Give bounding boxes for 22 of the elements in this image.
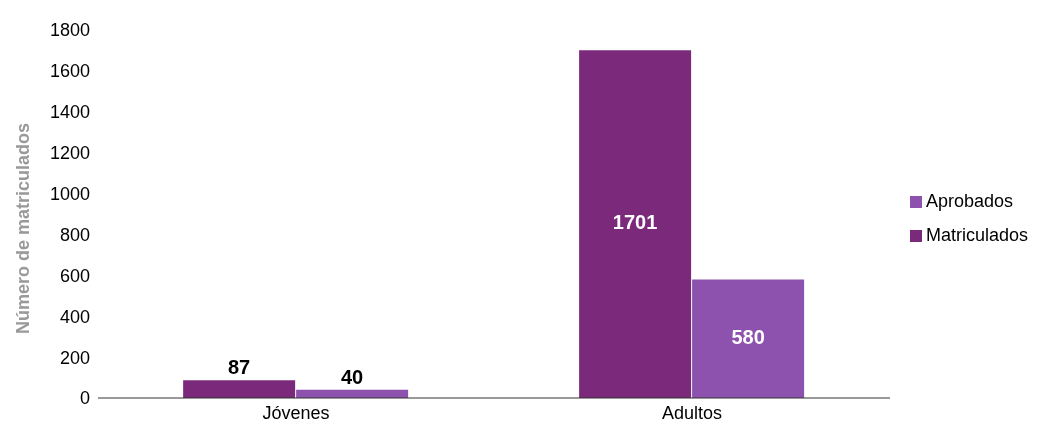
data-label: 580 [731, 325, 765, 348]
legend-label: Matriculados [925, 225, 1028, 245]
data-label: 1701 [612, 211, 658, 234]
y-tick-label: 800 [59, 224, 90, 245]
y-tick-label: 1000 [49, 183, 90, 204]
bar [692, 279, 805, 398]
y-tick-label: 1600 [49, 61, 90, 82]
bar [579, 50, 692, 398]
data-label: 87 [228, 356, 251, 379]
y-tick-label: 1400 [49, 102, 90, 123]
bar [183, 380, 296, 398]
y-axis-title: Número de matriculados [13, 122, 34, 334]
y-tick-label: 0 [79, 388, 90, 409]
data-label: 40 [341, 365, 364, 388]
y-tick-label: 200 [59, 347, 90, 368]
y-tick-label: 1200 [49, 143, 90, 164]
y-tick-label: 1800 [49, 20, 90, 41]
x-tick-label: Jóvenes [262, 402, 330, 423]
y-tick-label: 600 [59, 265, 90, 286]
legend-label: Aprobados [925, 191, 1014, 211]
y-tick-label: 400 [59, 306, 90, 327]
x-tick-label: Adultos [661, 402, 722, 423]
